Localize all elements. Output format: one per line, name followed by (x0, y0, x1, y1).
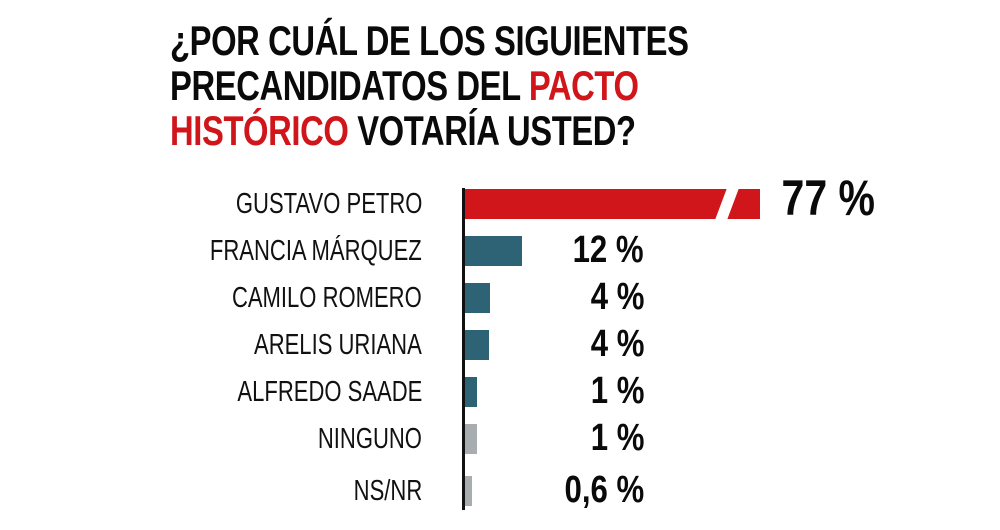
chart-title: ¿POR CUÁL DE LOS SIGUIENTES PRECANDIDATO… (170, 17, 689, 154)
category-label: NS/NR (353, 475, 422, 507)
bar-row: ALFREDO SAADE 1 % (0, 370, 1000, 412)
bar-row: GUSTAVO PETRO 77 % (0, 173, 1000, 223)
bar (465, 189, 760, 219)
title-highlight-pacto: PACTO (528, 62, 639, 109)
bar-row: NS/NR 0,6 % (0, 469, 1000, 511)
title-line-2: PRECANDIDATOS DEL PACTO (170, 62, 639, 109)
category-label: FRANCIA MÁRQUEZ (210, 235, 422, 267)
category-label: CAMILO ROMERO (232, 282, 422, 314)
bar (465, 330, 489, 360)
value-label: 4 % (590, 276, 644, 318)
value-label: 77 % (781, 170, 875, 226)
value-label: 1 % (590, 417, 644, 459)
bar (465, 283, 490, 313)
axis-break-mark (715, 189, 739, 219)
bar (465, 424, 477, 454)
title-line-3: HISTÓRICO VOTARÍA USTED? (170, 107, 636, 154)
category-label: ARELIS URIANA (254, 329, 422, 361)
bar-row: ARELIS URIANA 4 % (0, 323, 1000, 365)
value-label: 12 % (572, 229, 644, 271)
category-label: GUSTAVO PETRO (235, 188, 422, 220)
category-label: NINGUNO (317, 423, 422, 455)
title-highlight-historico: HISTÓRICO (170, 107, 349, 154)
category-label: ALFREDO SAADE (237, 376, 422, 408)
bar (465, 476, 472, 506)
bar-row: NINGUNO 1 % (0, 417, 1000, 459)
value-label: 4 % (590, 323, 644, 365)
value-label: 0,6 % (564, 469, 644, 511)
bar-row: FRANCIA MÁRQUEZ 12 % (0, 229, 1000, 271)
y-axis-line (462, 188, 465, 510)
bar (465, 236, 522, 266)
title-line-1: ¿POR CUÁL DE LOS SIGUIENTES (170, 17, 689, 64)
bar-row: CAMILO ROMERO 4 % (0, 276, 1000, 318)
bar (465, 377, 477, 407)
value-label: 1 % (590, 370, 644, 412)
